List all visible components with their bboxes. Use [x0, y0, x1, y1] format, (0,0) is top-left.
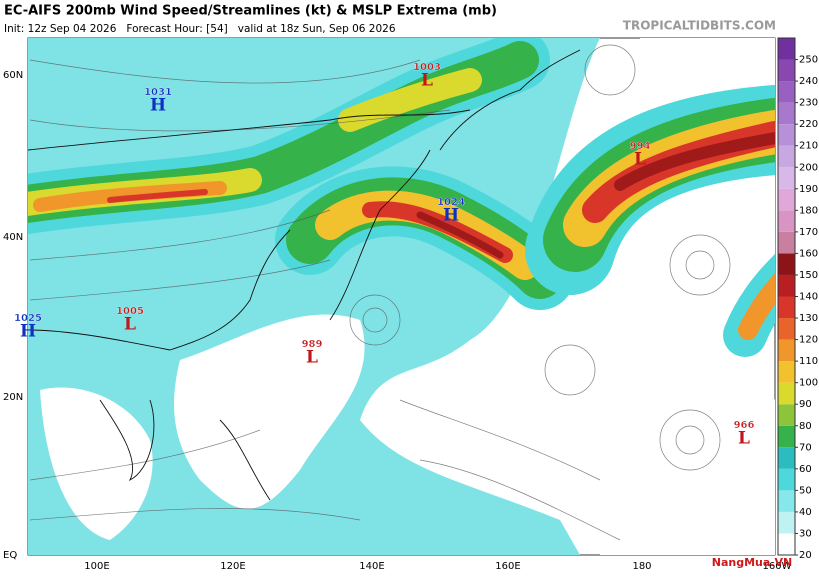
colorbar-segment [778, 124, 795, 146]
colorbar-segment [778, 318, 795, 340]
colorbar-segment [778, 274, 795, 297]
extremum-type: L [738, 429, 750, 449]
extremum-type: L [421, 71, 433, 91]
extremum-value: 994 [630, 141, 651, 152]
colorbar-label: 20 [799, 550, 812, 561]
credit: TROPICALTIDBITS.COM [623, 19, 776, 33]
colorbar-frame [777, 37, 796, 556]
colorbar-segment [778, 296, 795, 319]
colorbar-label: 110 [799, 356, 818, 367]
colorbar-segment [778, 145, 795, 168]
calm-area [40, 387, 153, 540]
colorbar-label: 70 [799, 442, 812, 453]
extremum-type: H [443, 206, 459, 226]
colorbar-label: 230 [799, 98, 818, 109]
lat-label: EQ [3, 550, 17, 561]
colorbar-segment [778, 425, 795, 448]
watermark: NangMua.VN [712, 556, 792, 569]
extremum-value: 1003 [413, 62, 441, 73]
lat-label: 60N [3, 70, 23, 81]
lat-label: 20N [3, 392, 23, 403]
colorbar-label: 90 [799, 399, 812, 410]
colorbar-label: 80 [799, 421, 812, 432]
colorbar-label: 240 [799, 76, 818, 87]
colorbar-label: 220 [799, 119, 818, 130]
colorbar-segment [778, 253, 795, 275]
colorbar-label: 60 [799, 464, 812, 475]
colorbar-label: 180 [799, 205, 818, 216]
colorbar-label: 170 [799, 227, 818, 238]
extremum-type: L [124, 315, 136, 335]
lon-label: 100E [84, 561, 109, 572]
subtitle: Init: 12z Sep 04 2026 Forecast Hour: [54… [4, 23, 396, 35]
extremum-type: H [20, 322, 36, 342]
extremum-value: 989 [302, 339, 323, 350]
lon-label: 120E [220, 561, 245, 572]
title: EC-AIFS 200mb Wind Speed/Streamlines (kt… [4, 4, 497, 19]
extremum-type: H [150, 96, 166, 116]
colorbar-segment [778, 447, 795, 469]
colorbar-label: 150 [799, 270, 818, 281]
colorbar-segment [778, 339, 795, 362]
colorbar-label: 190 [799, 184, 818, 195]
colorbar-segment [778, 167, 795, 189]
colorbar-segment [778, 533, 795, 555]
lon-label: 140E [359, 561, 384, 572]
colorbar-segment [778, 231, 795, 254]
colorbar-label: 50 [799, 485, 812, 496]
extremum-value: 1025 [14, 313, 42, 324]
extremum-type: L [634, 150, 646, 170]
extremum-value: 1031 [144, 87, 172, 98]
colorbar-segment [778, 404, 795, 426]
extremum-value: 966 [734, 420, 755, 431]
extremum-value: 1005 [116, 306, 144, 317]
colorbar-label: 160 [799, 248, 818, 259]
colorbar-segment [778, 102, 795, 125]
colorbar-label: 120 [799, 335, 818, 346]
lat-label: 40N [3, 232, 23, 243]
colorbar-segment [778, 59, 795, 82]
colorbar-segment [778, 210, 795, 232]
colorbar-segment [778, 490, 795, 512]
colorbar-label: 30 [799, 528, 812, 539]
colorbar-segment [778, 38, 795, 60]
jet-stream [28, 38, 775, 357]
map [27, 37, 776, 556]
colorbar-segment [778, 81, 795, 103]
streamlines [29, 44, 731, 541]
colorbar-label: 250 [799, 55, 818, 66]
coastlines [28, 49, 581, 501]
colorbar-label: 40 [799, 507, 812, 518]
colorbar-segment [778, 188, 795, 211]
extremum-value: 1024 [437, 197, 465, 208]
calm-area [174, 314, 365, 509]
colorbar-segment [778, 511, 795, 534]
colorbar-label: 100 [799, 378, 818, 389]
colorbar-segment [778, 468, 795, 491]
colorbar-label: 200 [799, 162, 818, 173]
lon-label: 160W [763, 561, 792, 572]
colorbar-segment [778, 382, 795, 405]
colorbar-label: 140 [799, 292, 818, 303]
lon-label: 160E [495, 561, 520, 572]
lon-label: 180 [632, 561, 651, 572]
extremum-type: L [306, 348, 318, 368]
colorbar-label: 130 [799, 313, 818, 324]
colorbar-segment [778, 361, 795, 383]
colorbar-label: 210 [799, 141, 818, 152]
